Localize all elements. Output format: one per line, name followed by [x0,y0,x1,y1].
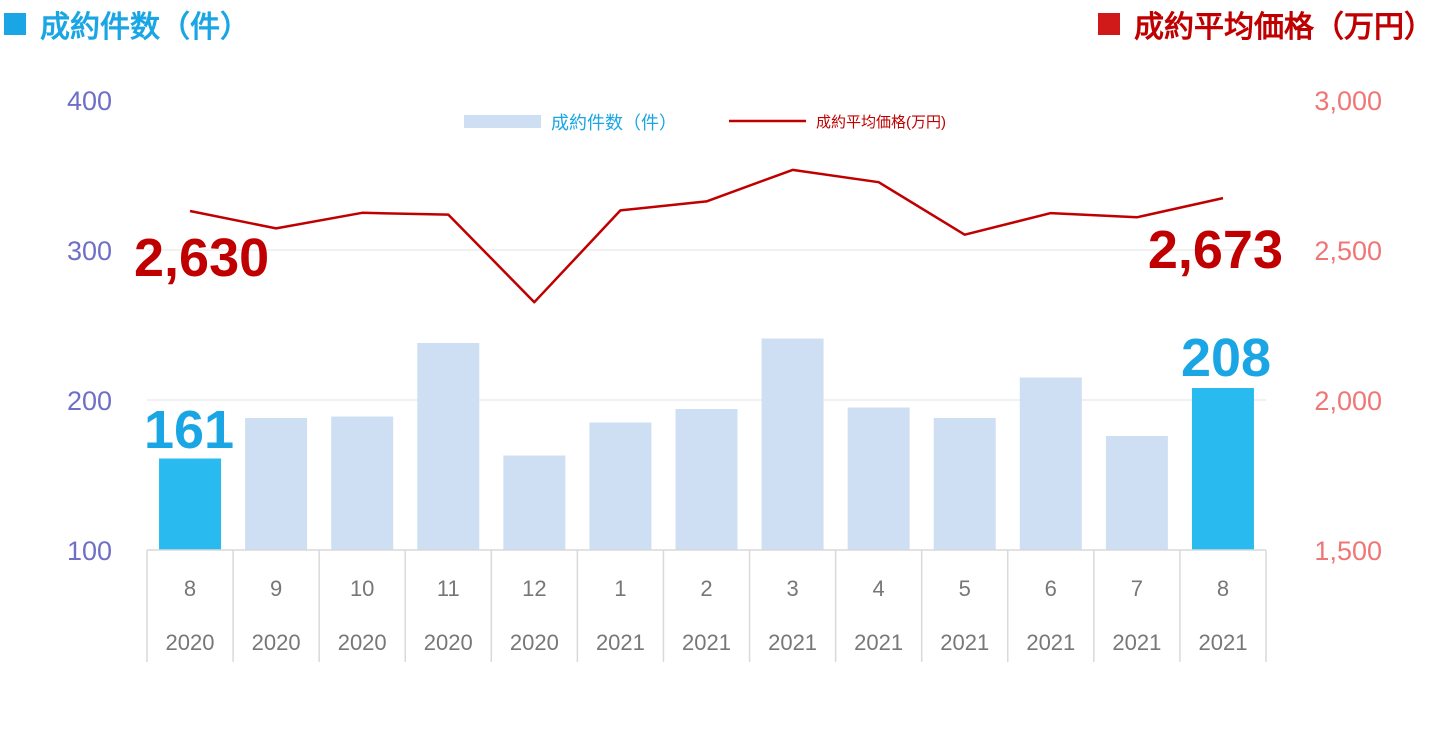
category-year-label: 2021 [1198,630,1247,655]
category-month-label: 9 [270,576,282,601]
right-axis-tick-label: 2,500 [1314,236,1382,266]
legend-bar-label: 成約件数（件） [551,113,677,133]
bar [503,455,566,550]
right-axis-tick-label: 1,500 [1314,536,1382,566]
category-month-label: 2 [700,576,712,601]
left-axis-tick-label: 200 [67,386,112,416]
category-year-label: 2020 [252,630,301,655]
category-year-label: 2021 [682,630,731,655]
category-month-label: 10 [350,576,374,601]
last-count-callout: 208 [1181,328,1271,388]
category-month-label: 4 [873,576,885,601]
bar [847,407,910,550]
category-year-label: 2021 [854,630,903,655]
bar [331,416,394,550]
category-year-label: 2021 [1026,630,1075,655]
category-year-label: 2021 [768,630,817,655]
right-axis-tick-label: 2,000 [1314,386,1382,416]
category-month-label: 5 [959,576,971,601]
category-year-label: 2020 [424,630,473,655]
bars [159,338,1254,550]
first-count-callout: 161 [144,400,234,460]
bar [1191,388,1254,550]
bar [245,418,308,550]
bar [589,422,652,550]
category-table: 8 2020 9 2020 10 2020 11 2020 12 2020 1 2021 2 2021 3 2… [146,549,1267,662]
price-line [189,168,1224,304]
category-year-label: 2020 [510,630,559,655]
category-month-label: 1 [614,576,626,601]
category-year-label: 2020 [338,630,387,655]
category-year-label: 2020 [166,630,215,655]
right-series-header: 成約平均価格（万円） [1098,2,1434,46]
legend-line-label: 成約平均価格(万円) [816,114,946,131]
bar [933,418,996,550]
category-month-label: 12 [522,576,546,601]
gridlines [147,249,1266,401]
left-axis-tick-label: 100 [67,536,112,566]
bar [675,409,738,550]
left-series-square-icon [4,13,26,35]
category-month-label: 11 [437,576,460,601]
category-month-label: 3 [786,576,798,601]
axes: 100 200 300 400 1,500 2,000 2,500 3,000 [67,86,1382,566]
callouts: 2,630 2,673 161 208 [134,220,1283,460]
bar [417,343,480,550]
price-series-line [189,168,1224,304]
category-year-label: 2021 [940,630,989,655]
right-series-square-icon [1098,13,1120,35]
left-series-header-label: 成約件数（件） [40,11,250,44]
bar [1105,436,1168,550]
category-month-label: 6 [1045,576,1057,601]
left-series-header: 成約件数（件） [4,2,250,46]
first-price-callout: 2,630 [134,228,269,288]
legend: 成約件数（件） 成約平均価格(万円) [464,113,946,133]
left-axis-tick-label: 300 [67,236,112,266]
category-year-label: 2021 [596,630,645,655]
legend-bar-swatch [464,115,541,128]
bar [1019,377,1082,550]
category-year-label: 2021 [1112,630,1161,655]
right-series-header-label: 成約平均価格（万円） [1134,11,1434,44]
category-month-label: 8 [1217,576,1229,601]
left-axis-tick-label: 400 [67,86,112,116]
last-price-callout: 2,673 [1148,220,1283,280]
category-month-label: 8 [184,576,196,601]
right-axis-tick-label: 3,000 [1314,86,1382,116]
bar [159,458,222,550]
category-month-label: 7 [1131,576,1143,601]
bar [761,338,824,550]
